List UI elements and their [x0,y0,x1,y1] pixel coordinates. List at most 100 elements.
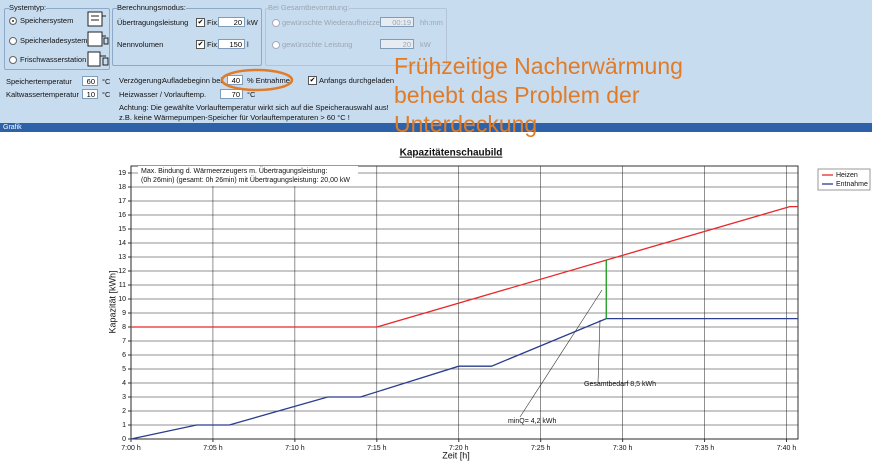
y-tick-label: 13 [118,254,126,261]
data-line [131,205,798,328]
y-axis-label: Kapazität [kWh] [107,270,117,333]
checkbox-label[interactable]: Fix. [207,40,220,49]
x-tick-label: 7:00 h [121,445,141,452]
unit: °C [102,77,111,86]
radio[interactable] [272,41,280,49]
radio[interactable] [9,56,17,64]
callout-text: Unterdeckung [394,111,537,137]
checkbox[interactable]: ✔ [308,76,317,85]
field-label: Verzögerung: [119,76,164,85]
y-tick-label: 5 [122,366,126,373]
annotation: Max. Bindung d. Wärmeerzeugers m. Übertr… [141,167,327,175]
x-tick-label: 7:30 h [613,445,633,452]
input[interactable]: 00:19 [380,17,414,27]
field-label: Kaltwassertemperatur [6,90,79,99]
radio-label[interactable]: gewünschte Leistung [282,40,353,49]
radio[interactable] [9,37,17,45]
data-line [130,317,798,440]
highlight-ellipse [220,68,294,92]
x-tick-label: 7:20 h [449,445,469,452]
field-label: Speichertemperatur [6,77,72,86]
group-box [4,8,110,70]
leader-line [597,319,601,384]
group-title: Berechnungsmodus: [117,3,186,12]
y-tick-label: 11 [119,282,126,289]
field-label: Nennvolumen [117,40,164,49]
unit: l [247,40,249,49]
checkbox[interactable]: ✔ [196,18,205,27]
y-tick-label: 6 [122,352,126,359]
checkbox[interactable]: ✔ [196,40,205,49]
y-tick-label: 0 [122,436,126,443]
radio-label[interactable]: gewünschte Wiederaufheizzeit [282,18,384,27]
y-tick-label: 17 [118,198,126,205]
warning: Achtung: Die gewählte Vorlauftemperatur … [119,103,389,112]
y-tick-label: 4 [122,380,126,387]
annotation-box [138,166,358,186]
plot-area [130,165,799,440]
y-tick-label: 8 [122,324,126,331]
input[interactable]: 70 [220,89,243,99]
radio-label[interactable]: Speichersystem [20,16,74,25]
y-tick-label: 16 [118,212,126,219]
y-tick-label: 7 [122,338,126,345]
annotation: Gesamtbedarf 8,5 kWh [584,381,656,388]
y-tick-label: 19 [118,170,126,177]
callout-text: behebt das Problem der [394,82,640,108]
system-icons [87,11,109,67]
unit: kW [420,40,431,49]
annotation: (0h 26min) (gesamt: 0h 26min) mit Übertr… [141,176,350,184]
x-tick-label: 7:05 h [203,445,223,452]
x-tick-label: 7:35 h [695,445,715,452]
unit: kW [247,18,258,27]
field-label: Übertragungsleistung [117,18,189,27]
x-axis-label: Zeit [h] [442,450,470,460]
callout-text: Frühzeitige Nacherwärmung [394,53,683,79]
input[interactable]: 20 [218,17,245,27]
checkbox-label[interactable]: Anfangs durchgeladen [319,76,395,85]
unit: °C [247,90,256,99]
y-tick-label: 9 [122,310,126,317]
y-tick-label: 18 [118,184,126,191]
unit: °C [102,90,111,99]
group-box [112,8,262,66]
chart-title: Kapazitätenschaubild [400,148,503,159]
x-tick-label: 7:10 h [285,445,305,452]
legend-label: Entnahme [836,181,868,188]
radio[interactable] [272,19,280,27]
field-label: Aufladebeginn bei [162,76,223,85]
settings-panel: Systemtyp: Speichersystem Speicherladesy… [0,0,872,123]
group-box [265,8,447,66]
warning: z.B. keine Wärmepumpen-Speicher für Vorl… [119,113,350,122]
input[interactable]: 20 [380,39,414,49]
legend-label: Heizen [836,172,858,179]
input[interactable]: 40 [227,75,243,85]
tab-bar[interactable]: Grafik [0,123,872,132]
legend-box [817,168,871,191]
leader-line [519,289,603,418]
x-tick-label: 7:40 h [777,445,797,452]
y-tick-label: 12 [118,268,126,275]
unit: % Entnahme [247,76,290,85]
radio-label[interactable]: Speicherladesystem [20,36,88,45]
y-tick-label: 15 [118,226,126,233]
y-tick-label: 2 [122,408,126,415]
input[interactable]: 60 [82,76,98,86]
field-label: Heizwasser / Vorlauftemp. [119,90,207,99]
input[interactable]: 150 [218,39,245,49]
checkbox-label[interactable]: Fix. [207,18,220,27]
input[interactable]: 10 [82,89,98,99]
unit: hh:mm [420,18,443,27]
group-title: Systemtyp: [9,3,47,12]
annotation: minQ= 4,2 kWh [508,418,557,425]
group-title: Bei Gesamtbevorratung: [268,3,350,12]
y-tick-label: 10 [118,296,126,303]
y-tick-label: 1 [122,422,126,429]
y-tick-label: 14 [118,240,126,247]
radio[interactable] [9,17,17,25]
radio-label[interactable]: Frischwasserstation [20,55,87,64]
y-tick-label: 3 [122,394,126,401]
x-tick-label: 7:15 h [367,445,387,452]
